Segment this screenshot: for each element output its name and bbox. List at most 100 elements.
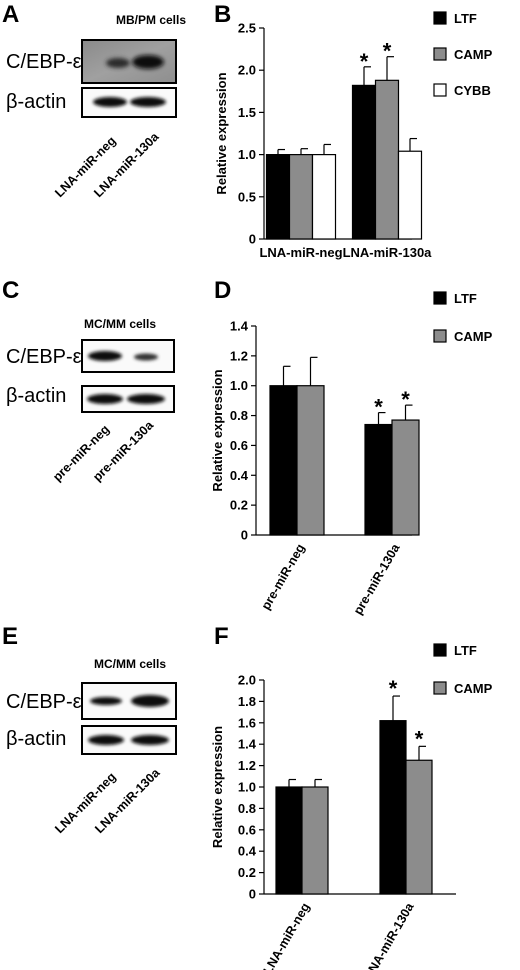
blot-a-band-lane1: [106, 58, 130, 68]
western-blot-a: MB/PM cells C/EBP-ε β-actin LNA-miR-neg …: [6, 13, 186, 200]
significance-star: *: [389, 676, 398, 701]
bar: [391, 419, 420, 536]
bar: [296, 385, 325, 536]
y-tick-label: 0.4: [238, 844, 257, 859]
y-tick-label: 0.8: [238, 801, 256, 816]
panel-label-a: A: [2, 1, 19, 28]
legend-swatch: [433, 47, 447, 61]
bar-chart-b: 0 0.5 1.0 1.5 2.0 2.5 Relative expression LNA-m…: [214, 11, 493, 260]
y-axis-title: Relative expression: [210, 726, 225, 848]
legend-label: CAMP: [454, 681, 493, 696]
panel-label-b: B: [214, 1, 231, 28]
y-tick-label: 0.6: [230, 438, 248, 453]
y-axis-title: Relative expression: [210, 369, 225, 491]
blot-c-actin-lane1: [87, 394, 123, 404]
y-tick-label: 1.0: [230, 378, 248, 393]
y-tick-label: 1.0: [238, 147, 256, 162]
y-tick-label: 1.2: [238, 758, 256, 773]
x-category-label: LNA-miR-neg: [261, 901, 313, 970]
y-tick-label: 2.0: [238, 673, 256, 688]
blot-c-protein-1: C/EBP-ε: [6, 346, 82, 368]
bar: [379, 720, 407, 895]
legend-label: LTF: [454, 643, 477, 658]
y-tick-label: 2.5: [238, 21, 256, 36]
panel-label-c: C: [2, 277, 19, 304]
legend-swatch: [433, 291, 447, 305]
legend-swatch: [433, 681, 447, 695]
y-tick-label: 1.6: [238, 715, 256, 730]
y-tick-label: 0.5: [238, 189, 256, 204]
y-tick-label: 1.4: [238, 737, 257, 752]
legend-swatch: [433, 83, 447, 97]
y-tick-label: 0.8: [230, 408, 248, 423]
bar: [275, 786, 303, 895]
y-tick-label: 1.0: [238, 780, 256, 795]
x-category-label: pre-miR-neg: [259, 542, 308, 613]
blot-a-actin-lane2: [130, 97, 166, 107]
legend-label: CYBB: [454, 83, 491, 98]
blot-a-band-lane2: [132, 55, 164, 69]
blot-a-protein-2: β-actin: [6, 91, 66, 113]
bar: [311, 154, 337, 240]
bar: [364, 423, 393, 536]
significance-star: *: [360, 49, 369, 74]
y-tick-label: 0.6: [238, 822, 256, 837]
y-tick-label: 1.2: [230, 348, 248, 363]
blot-e-cells-label: MC/MM cells: [94, 657, 166, 671]
legend-label: CAMP: [454, 329, 493, 344]
y-tick-label: 1.4: [230, 319, 249, 334]
y-tick-label: 1.5: [238, 105, 256, 120]
blot-a-actin-lane1: [93, 97, 127, 107]
x-category-label: LNA-miR-130a: [362, 900, 417, 970]
blot-a-protein-1: C/EBP-ε: [6, 51, 82, 73]
blot-e-band-lane1: [90, 697, 122, 705]
y-axis-title: Relative expression: [214, 72, 229, 194]
blot-c-band-lane1: [88, 351, 122, 361]
bar: [374, 79, 400, 240]
panel-label-f: F: [214, 623, 229, 650]
blot-e-band-lane2: [131, 695, 169, 707]
x-category-label: LNA-miR-neg: [259, 245, 342, 260]
blot-e-actin-lane2: [131, 735, 169, 745]
blot-e-protein-2: β-actin: [6, 728, 66, 750]
blot-e-protein-1: C/EBP-ε: [6, 691, 82, 713]
blot-c-cells-label: MC/MM cells: [84, 317, 156, 331]
y-tick-label: 0: [249, 232, 256, 247]
significance-star: *: [374, 395, 383, 420]
significance-star: *: [383, 39, 392, 64]
y-tick-label: 0: [249, 887, 256, 902]
y-tick-label: 1.8: [238, 694, 256, 709]
bar: [265, 154, 291, 240]
y-tick-label: 0.4: [230, 468, 249, 483]
y-tick-label: 0: [241, 528, 248, 543]
legend-label: LTF: [454, 11, 477, 26]
panel-label-d: D: [214, 277, 231, 304]
legend-swatch: [433, 643, 447, 657]
y-tick-label: 0.2: [230, 498, 248, 513]
bar: [351, 84, 377, 240]
bar: [301, 786, 329, 895]
blot-c-protein-2: β-actin: [6, 385, 66, 407]
blot-c-actin-lane2: [127, 394, 165, 404]
panel-label-e: E: [2, 623, 18, 650]
bar-chart-f: 0 0.2 0.4 0.6 0.8 1.0 1.2 1.4 1.6 1.8 2.0 Relative …: [210, 643, 493, 970]
western-blot-c: MC/MM cells C/EBP-ε β-actin pre-miR-neg …: [6, 317, 175, 484]
blot-c-band-lane2: [134, 353, 158, 361]
bar: [269, 385, 298, 536]
western-blot-e: MC/MM cells C/EBP-ε β-actin LNA-miR-neg …: [6, 657, 177, 836]
bar: [397, 150, 423, 240]
legend-swatch: [433, 329, 447, 343]
legend-label: CAMP: [454, 47, 493, 62]
significance-star: *: [415, 726, 424, 751]
legend-swatch: [433, 11, 447, 25]
y-tick-label: 0.2: [238, 865, 256, 880]
blot-a-cells-label: MB/PM cells: [116, 13, 186, 27]
blot-e-actin-lane1: [88, 735, 124, 745]
bar-chart-d: 0 0.2 0.4 0.6 0.8 1.0 1.2 1.4 Relative expressio…: [210, 291, 493, 617]
significance-star: *: [401, 387, 410, 412]
y-tick-label: 2.0: [238, 63, 256, 78]
legend-label: LTF: [454, 291, 477, 306]
x-category-label: LNA-miR-130a: [343, 245, 433, 260]
bar: [405, 759, 433, 895]
